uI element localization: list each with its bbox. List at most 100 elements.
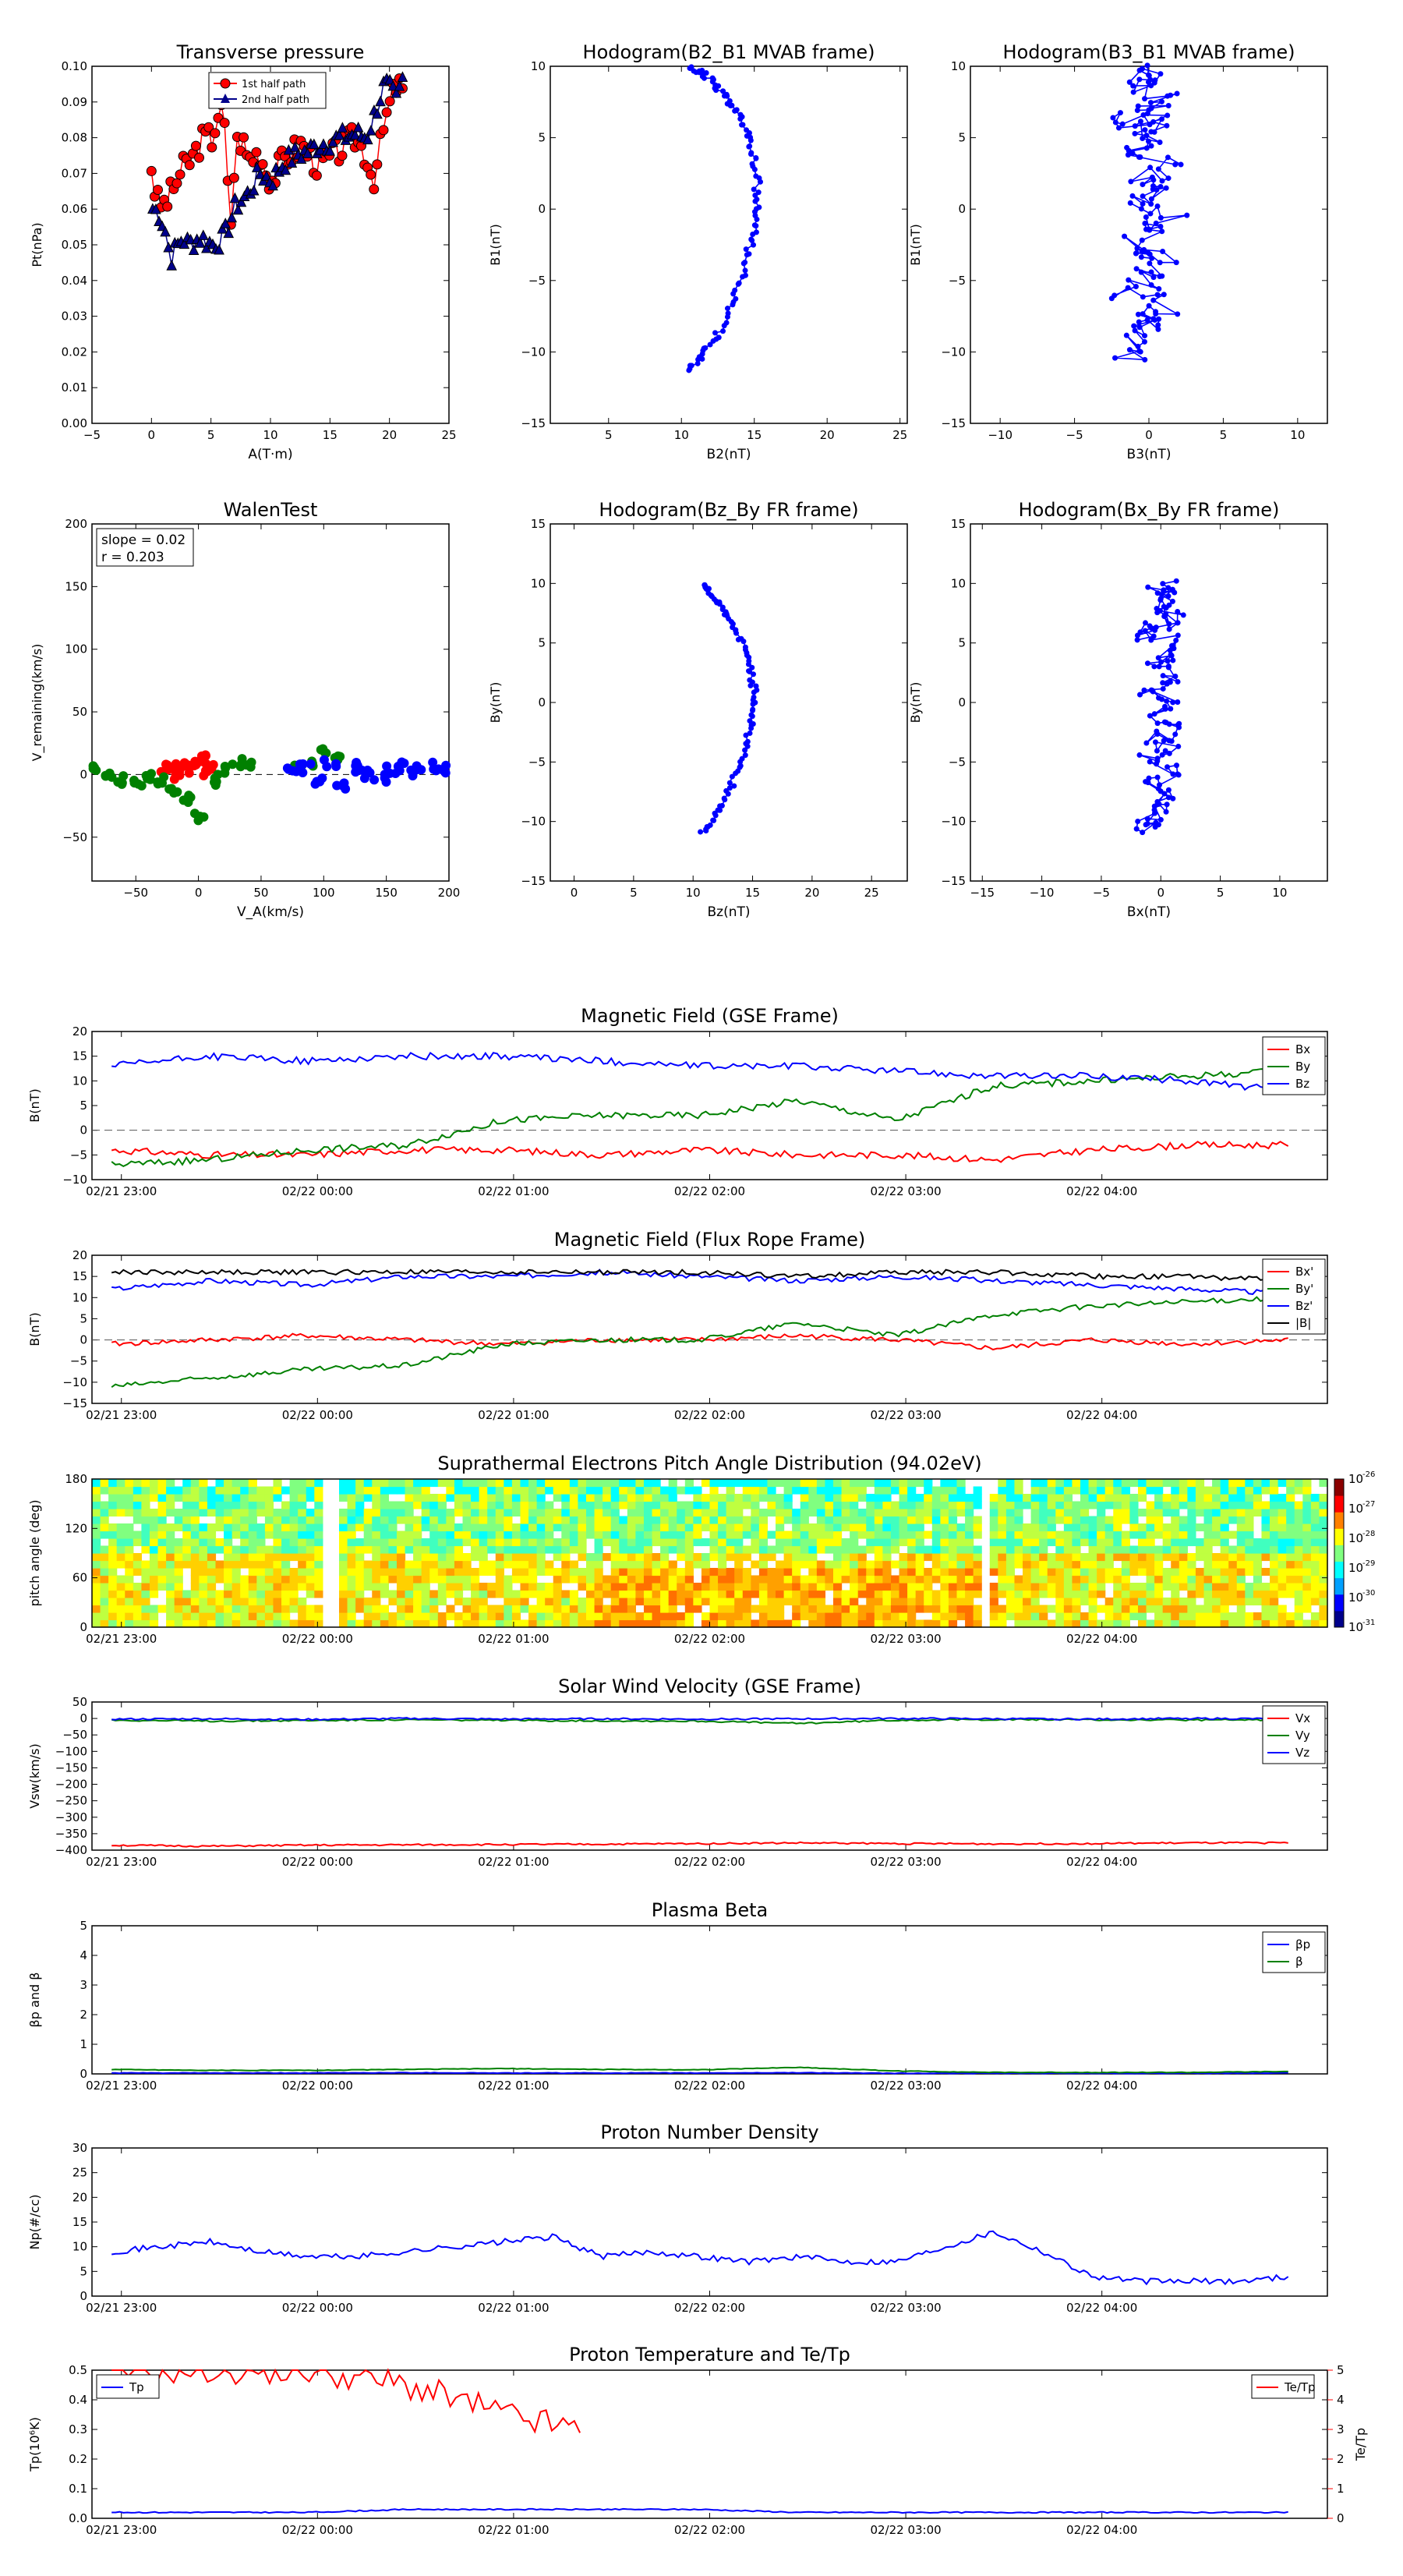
pad-cell bbox=[372, 1538, 381, 1547]
pad-cell bbox=[240, 1523, 249, 1532]
pad-cell bbox=[890, 1590, 900, 1598]
pad-cell bbox=[528, 1590, 538, 1598]
hodo-bxby-point bbox=[1168, 706, 1174, 712]
hodo-bxby-point bbox=[1175, 632, 1181, 639]
proton-temp-legend-label: Tp bbox=[129, 2380, 144, 2394]
pad-cell bbox=[248, 1575, 257, 1583]
pad-cell bbox=[627, 1501, 636, 1509]
hodo-b3b1-point bbox=[1136, 67, 1143, 73]
pad-cell bbox=[561, 1568, 571, 1576]
pad-cell bbox=[857, 1509, 867, 1517]
pad-cell bbox=[660, 1619, 670, 1628]
hodo-bxby-xtick-label: 10 bbox=[1272, 886, 1287, 900]
hodo-bxby-point bbox=[1154, 774, 1161, 780]
pad-cell bbox=[1121, 1479, 1130, 1488]
pad-cell bbox=[372, 1619, 381, 1628]
pad-cell bbox=[701, 1553, 711, 1562]
pad-cell bbox=[1187, 1501, 1196, 1509]
mag-gse-ytick-label: 0 bbox=[80, 1123, 87, 1138]
pad-cell bbox=[215, 1568, 224, 1576]
pad-cell bbox=[857, 1560, 867, 1569]
pad-cell bbox=[1023, 1575, 1032, 1583]
pad-cell bbox=[1261, 1486, 1270, 1495]
pad-cell bbox=[857, 1523, 867, 1532]
pad-cell bbox=[231, 1530, 241, 1539]
pad-cell bbox=[1179, 1494, 1188, 1502]
pad-cell bbox=[1072, 1553, 1081, 1562]
pad-cell bbox=[314, 1605, 323, 1613]
walen-point-red bbox=[164, 764, 174, 774]
pad-cell bbox=[907, 1538, 917, 1547]
pad-cell bbox=[487, 1538, 497, 1547]
pad-cell bbox=[273, 1568, 282, 1576]
mag-gse-xtick-label: 02/21 23:00 bbox=[86, 1184, 157, 1198]
pad-cell bbox=[751, 1516, 760, 1524]
pad-cell bbox=[578, 1568, 587, 1576]
pad-cell bbox=[1129, 1516, 1139, 1524]
pad-cell bbox=[915, 1516, 924, 1524]
pad-cell bbox=[388, 1545, 398, 1554]
pad-cell bbox=[767, 1479, 776, 1488]
pad-cell bbox=[298, 1598, 307, 1606]
pad-cell bbox=[1121, 1575, 1130, 1583]
pad-cell bbox=[388, 1530, 398, 1539]
hodo-bzby-point bbox=[742, 644, 748, 650]
pad-cell bbox=[182, 1619, 192, 1628]
pt-ytick-label: 0.05 bbox=[62, 238, 87, 252]
hodo-b2b1-ytick-label: 5 bbox=[538, 131, 546, 145]
pad-cell bbox=[578, 1501, 587, 1509]
pad-cell bbox=[149, 1605, 159, 1613]
pt-point-2nd bbox=[261, 170, 272, 181]
walen-point-green bbox=[320, 747, 330, 757]
pad-cell bbox=[1302, 1494, 1312, 1502]
pad-cell bbox=[479, 1516, 488, 1524]
pad-cell bbox=[965, 1516, 974, 1524]
pad-cell bbox=[264, 1590, 274, 1598]
hodo-bzby-ytick-label: −15 bbox=[521, 874, 546, 888]
pad-cell bbox=[363, 1494, 373, 1502]
hodo-bxby-point bbox=[1175, 699, 1181, 705]
pad-cell bbox=[890, 1509, 900, 1517]
pad-cell bbox=[643, 1583, 653, 1591]
proton-temp-ylabel: Tp(10⁶K) bbox=[27, 2417, 42, 2472]
pad-cell bbox=[965, 1612, 974, 1621]
pad-cell bbox=[833, 1494, 843, 1502]
pad-cell bbox=[1270, 1545, 1279, 1554]
pad-cell bbox=[709, 1619, 719, 1628]
pad-cell bbox=[1187, 1523, 1196, 1532]
hodo-bxby-xtick-label: −10 bbox=[1030, 886, 1055, 900]
pad-cell bbox=[776, 1612, 785, 1621]
mag-fr-legend-box bbox=[1262, 1258, 1326, 1335]
hodo-bxby-point bbox=[1170, 771, 1176, 777]
pad-cell bbox=[776, 1479, 785, 1488]
pad-cell bbox=[882, 1494, 892, 1502]
pad-cell bbox=[1245, 1560, 1254, 1569]
pad-cell bbox=[545, 1538, 554, 1547]
pad-cell bbox=[306, 1479, 315, 1488]
pad-cell bbox=[989, 1560, 998, 1569]
pad-cell bbox=[1154, 1530, 1164, 1539]
pad-cell bbox=[355, 1494, 365, 1502]
pad-cell bbox=[1047, 1575, 1056, 1583]
pad-cell bbox=[421, 1553, 430, 1562]
pad-cell bbox=[1014, 1538, 1023, 1547]
hodo-b3b1-point bbox=[1146, 72, 1152, 78]
pad-cell bbox=[701, 1516, 711, 1524]
pad-cell bbox=[907, 1568, 917, 1576]
hodo-b2b1-ytick-label: 10 bbox=[531, 59, 546, 73]
pad-cell bbox=[907, 1598, 917, 1606]
pad-cell bbox=[1187, 1605, 1196, 1613]
pad-cell bbox=[495, 1538, 504, 1547]
pad-cell bbox=[1245, 1530, 1254, 1539]
pad-cell bbox=[1039, 1509, 1048, 1517]
hodo-b3b1-point bbox=[1157, 71, 1164, 77]
pad-cell bbox=[157, 1494, 167, 1502]
pt-legend-marker bbox=[221, 94, 230, 103]
pad-cell bbox=[1245, 1612, 1254, 1621]
pad-cell bbox=[248, 1486, 257, 1495]
pad-cell bbox=[92, 1516, 101, 1524]
walen-ytick-label: 50 bbox=[72, 705, 87, 719]
pad-cell bbox=[289, 1545, 299, 1554]
pad-cell bbox=[1302, 1538, 1312, 1547]
pad-cell bbox=[454, 1598, 464, 1606]
